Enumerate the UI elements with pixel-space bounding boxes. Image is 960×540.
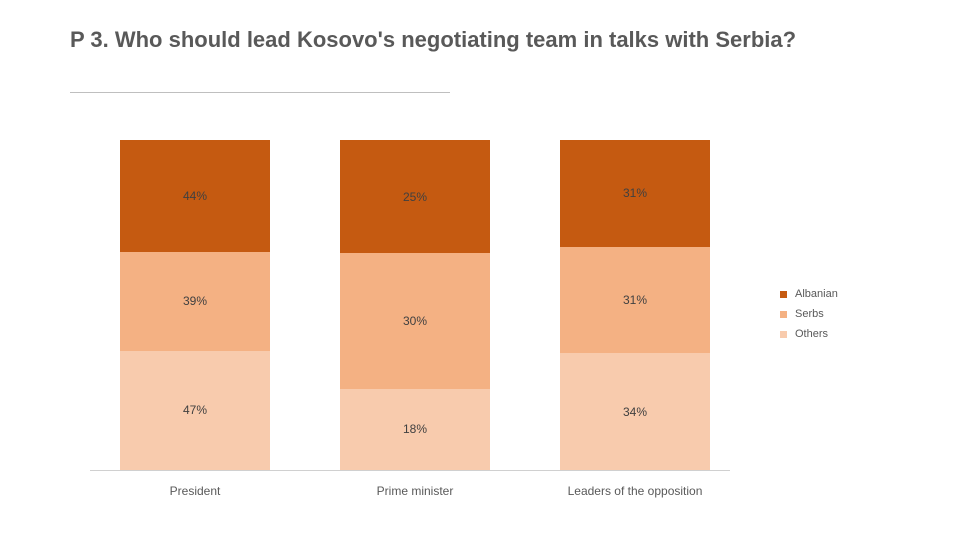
xlabel-pm: Prime minister <box>305 484 525 498</box>
seg-pm-others: 18% <box>340 389 490 470</box>
seg-opp-albanian: 31% <box>560 140 710 247</box>
xlabel-opp: Leaders of the opposition <box>525 484 745 498</box>
seg-opp-others: 34% <box>560 353 710 470</box>
seg-president-albanian: 44% <box>120 140 270 252</box>
seg-pm-serbs: 30% <box>340 253 490 389</box>
seg-pm-albanian: 25% <box>340 140 490 253</box>
legend-item-albanian: Albanian <box>780 288 838 300</box>
bar-president: 44% 39% 47% President <box>120 140 270 470</box>
seg-president-others: 47% <box>120 351 270 470</box>
legend-label-albanian: Albanian <box>795 288 838 300</box>
bar-prime-minister: 25% 30% 18% Prime minister <box>340 140 490 470</box>
title-underline <box>70 92 450 93</box>
legend-item-serbs: Serbs <box>780 308 838 320</box>
seg-president-serbs: 39% <box>120 252 270 351</box>
bar-opposition: 31% 31% 34% Leaders of the opposition <box>560 140 710 470</box>
seg-opp-serbs: 31% <box>560 247 710 354</box>
page-title: P 3. Who should lead Kosovo's negotiatin… <box>70 28 830 53</box>
legend: Albanian Serbs Others <box>780 288 838 348</box>
swatch-serbs <box>780 311 787 318</box>
xlabel-president: President <box>85 484 305 498</box>
slide: P 3. Who should lead Kosovo's negotiatin… <box>0 0 960 540</box>
swatch-albanian <box>780 291 787 298</box>
stacked-bar-chart: 44% 39% 47% President 25% 30% 18% Prime … <box>90 140 730 471</box>
swatch-others <box>780 331 787 338</box>
legend-item-others: Others <box>780 328 838 340</box>
legend-label-others: Others <box>795 328 828 340</box>
legend-label-serbs: Serbs <box>795 308 824 320</box>
